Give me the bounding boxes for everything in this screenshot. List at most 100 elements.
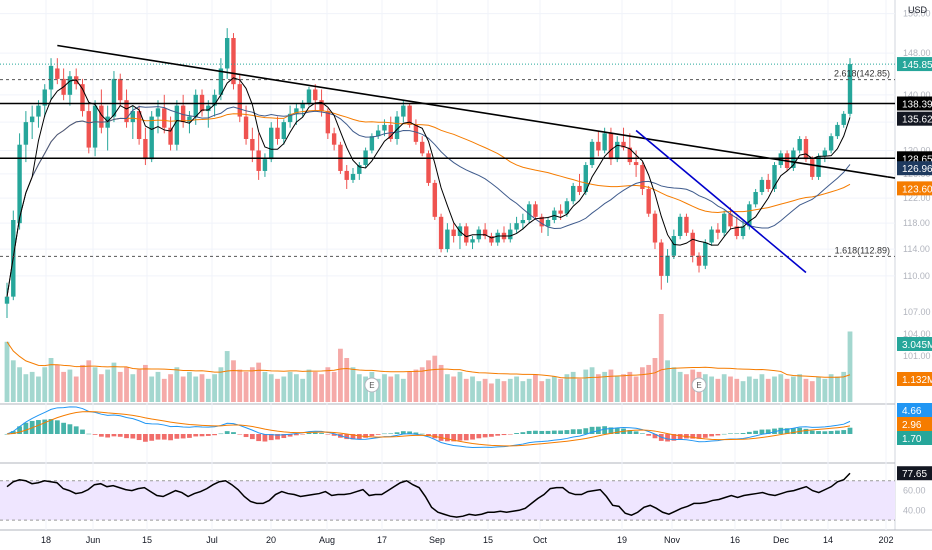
volume-bar bbox=[583, 369, 589, 402]
macd-histogram-bar bbox=[136, 434, 142, 441]
price-tick-label: 122.00 bbox=[903, 193, 931, 203]
macd-histogram-bar bbox=[92, 434, 98, 435]
macd-histogram-bar bbox=[344, 434, 350, 440]
resistance-price-label: 138.39 bbox=[902, 99, 932, 110]
ma-orange-label: 123.60 bbox=[902, 184, 932, 195]
candle-body bbox=[143, 138, 148, 160]
macd-histogram-bar bbox=[564, 430, 570, 434]
volume-bar bbox=[514, 376, 519, 402]
time-tick-label: 17 bbox=[377, 535, 387, 545]
macd-histogram-bar bbox=[816, 431, 821, 434]
macd-histogram-bar bbox=[262, 434, 268, 442]
price-tick-label: 140.00 bbox=[903, 90, 931, 100]
candle-body bbox=[721, 213, 727, 233]
macd-histogram-bar bbox=[249, 434, 255, 440]
candle-body bbox=[269, 127, 274, 160]
macd-histogram-bar bbox=[48, 419, 54, 434]
earnings-marker-label: E bbox=[369, 381, 374, 390]
macd-histogram-bar bbox=[237, 434, 243, 435]
price-tick-label: 156.00 bbox=[903, 9, 931, 19]
macd-histogram-bar bbox=[640, 433, 645, 434]
ma-orange-line bbox=[6, 109, 851, 297]
volume-bar bbox=[658, 314, 664, 402]
volume-bar bbox=[48, 358, 54, 402]
macd-histogram-bar bbox=[356, 434, 362, 439]
macd-histogram-bar bbox=[482, 434, 488, 438]
candle-body bbox=[300, 102, 305, 109]
macd-histogram-bar bbox=[187, 434, 192, 438]
volume-ma-line bbox=[6, 341, 851, 379]
candle-body bbox=[621, 141, 626, 148]
macd-histogram-bar bbox=[98, 434, 104, 437]
volume-bar bbox=[168, 374, 173, 402]
macd-histogram-bar bbox=[652, 434, 658, 439]
macd-signal-label: 2.96 bbox=[902, 420, 922, 431]
volume-bar bbox=[117, 371, 123, 402]
volume-bar bbox=[570, 371, 576, 402]
earnings-marker bbox=[691, 377, 707, 393]
volume-bar bbox=[80, 364, 85, 402]
candle-body bbox=[828, 136, 834, 151]
volume-last-label-bg bbox=[897, 337, 932, 351]
macd-histogram-label: 1.70 bbox=[902, 434, 922, 445]
candle-body bbox=[420, 141, 425, 154]
volume-bar bbox=[809, 381, 815, 402]
macd-histogram-bar bbox=[149, 434, 155, 441]
ma-blue-label: 126.96 bbox=[902, 164, 932, 175]
time-tick-label: 202 bbox=[878, 535, 893, 545]
volume-bar bbox=[187, 371, 192, 402]
volume-ma-label-bg bbox=[897, 372, 932, 386]
volume-ma-label: 1.132M bbox=[902, 375, 932, 386]
macd-histogram-bar bbox=[520, 432, 526, 434]
macd-histogram-bar bbox=[369, 434, 375, 437]
time-tick-label: 19 bbox=[617, 535, 627, 545]
macd-histogram-bar bbox=[570, 429, 576, 434]
macd-histogram-bar bbox=[42, 419, 48, 434]
volume-bar bbox=[193, 376, 199, 402]
candle-body bbox=[130, 111, 136, 123]
macd-histogram-bar bbox=[293, 434, 299, 436]
macd-histogram-bar bbox=[161, 434, 167, 440]
macd-histogram-bar bbox=[778, 427, 784, 434]
volume-bar bbox=[432, 355, 438, 402]
time-tick-label: Jun bbox=[86, 535, 101, 545]
price-axis[interactable]: 110.00114.00118.00122.00126.00130.00135.… bbox=[897, 9, 932, 516]
volume-bar bbox=[400, 378, 406, 402]
macd-histogram-bar bbox=[205, 434, 211, 436]
candle-body bbox=[48, 65, 54, 90]
time-axis[interactable]: 18 Jun 15 Jul 20 Aug 17 Sep 15 Oct 19 Nov 16 Dec 14 202 bbox=[41, 535, 894, 545]
volume-bar bbox=[595, 374, 601, 402]
time-tick-label: Jul bbox=[206, 535, 218, 545]
candle-body bbox=[401, 105, 406, 117]
support-price-label: 128.65 bbox=[902, 154, 932, 165]
candle-body bbox=[564, 201, 570, 214]
volume-bar bbox=[356, 374, 362, 402]
volume-bar bbox=[237, 369, 243, 402]
candle-body bbox=[180, 105, 186, 123]
ma-black-label: 135.62 bbox=[902, 115, 932, 126]
volume-bar bbox=[828, 374, 834, 402]
candle-body bbox=[734, 226, 739, 237]
macd-histogram-bar bbox=[551, 430, 557, 434]
macd-histogram-bar bbox=[224, 431, 230, 434]
candle-body bbox=[413, 124, 419, 142]
volume-bars bbox=[4, 314, 853, 402]
macd-histogram-bar bbox=[677, 434, 683, 440]
macd-histogram-bar bbox=[501, 434, 507, 436]
candle-body bbox=[684, 216, 689, 233]
macd-histogram-bar bbox=[61, 422, 67, 434]
volume-bar bbox=[740, 381, 746, 402]
volume-bar bbox=[124, 367, 129, 402]
macd-histogram-bar bbox=[350, 434, 356, 440]
macd-histogram-bar bbox=[155, 434, 161, 440]
price-tick-label: 148.00 bbox=[903, 48, 931, 58]
candle-body bbox=[111, 78, 117, 117]
macd-histogram-bar bbox=[828, 431, 834, 434]
volume-bar bbox=[835, 376, 840, 402]
ma-orange-label-bg bbox=[897, 181, 932, 196]
candle-body bbox=[256, 150, 261, 171]
candle-body bbox=[187, 116, 192, 123]
earnings-marker bbox=[364, 377, 380, 393]
macd-histogram-bar bbox=[281, 434, 287, 439]
